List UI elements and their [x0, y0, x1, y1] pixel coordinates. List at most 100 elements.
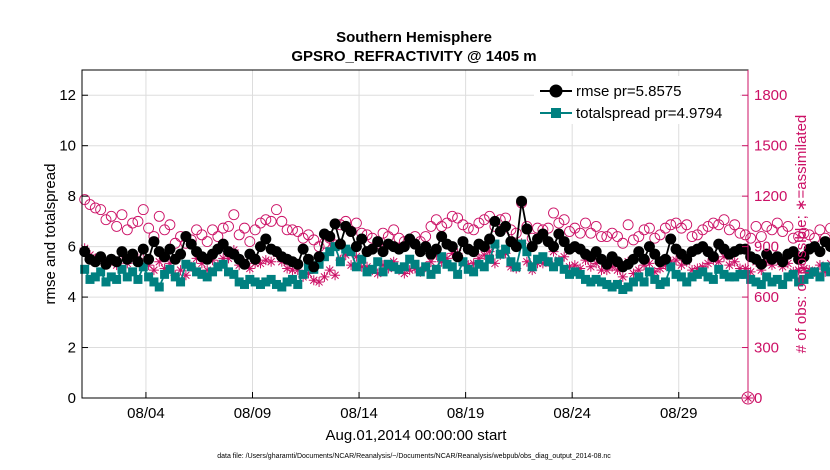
rmse-point	[659, 253, 671, 265]
rmse-point	[548, 241, 560, 253]
obs-possible-point	[750, 220, 762, 232]
obs-assimilated-point	[282, 263, 293, 274]
totalspread-point	[618, 285, 628, 295]
totalspread-point	[442, 259, 452, 269]
obs-possible-point	[297, 232, 309, 244]
totalspread-point	[122, 272, 132, 282]
obs-assimilated-point	[154, 256, 165, 267]
obs-assimilated-point	[164, 258, 175, 269]
totalspread-point	[554, 257, 564, 267]
rmse-point	[707, 251, 719, 263]
totalspread-point	[788, 269, 798, 279]
totalspread-point	[261, 277, 271, 287]
rmse-point	[164, 243, 176, 255]
totalspread-point	[271, 279, 281, 289]
obs-possible-point	[478, 214, 490, 226]
totalspread-point	[176, 277, 186, 287]
totalspread-point	[570, 267, 580, 277]
totalspread-point	[762, 272, 772, 282]
obs-possible-point	[814, 224, 826, 236]
obs-assimilated-point	[569, 260, 580, 271]
totalspread-point	[106, 272, 116, 282]
obs-possible-point	[446, 210, 458, 222]
obs-assimilated-point	[761, 256, 772, 267]
obs-possible-point	[564, 226, 575, 237]
obs-possible-point	[388, 224, 400, 236]
obs-possible-point	[782, 220, 794, 232]
totalspread-point	[671, 269, 681, 279]
totalspread-point	[453, 269, 463, 279]
obs-assimilated-point	[473, 253, 484, 264]
obs-assimilated-point	[687, 265, 698, 276]
obs-possible-point	[244, 236, 256, 248]
rmse-point	[345, 225, 357, 237]
totalspread-point	[128, 267, 138, 277]
totalspread-point	[655, 279, 665, 289]
totalspread-point	[676, 272, 686, 282]
obs-possible-point	[627, 234, 639, 246]
totalspread-point	[447, 262, 457, 272]
totalspread-point	[346, 247, 356, 257]
right-y-tick-label: 600	[754, 289, 779, 306]
totalspread-point	[224, 267, 234, 277]
obs-assimilated-point	[351, 251, 362, 262]
totalspread-point	[735, 269, 745, 279]
right-y-tick-label: 1500	[754, 138, 787, 155]
totalspread-point	[756, 279, 766, 289]
obs-possible-point	[462, 222, 474, 234]
totalspread-point	[810, 267, 820, 277]
obs-possible-point	[84, 199, 96, 211]
chart-subtitle: GPSRO_REFRACTIVITY @ 1405 m	[291, 48, 536, 65]
totalspread-point	[437, 252, 447, 262]
rmse-point	[292, 258, 304, 270]
totalspread-point	[612, 279, 622, 289]
totalspread-point	[469, 267, 479, 277]
obs-assimilated-point	[356, 261, 367, 272]
obs-possible-point	[681, 219, 693, 231]
obs-possible-point	[745, 232, 757, 244]
totalspread-point	[149, 277, 159, 287]
totalspread-point	[730, 272, 740, 282]
totalspread-point	[250, 277, 260, 287]
obs-assimilated-point	[340, 250, 351, 261]
obs-assimilated-point	[521, 256, 532, 267]
totalspread-point	[399, 262, 409, 272]
totalspread-point	[335, 257, 345, 267]
obs-possible-point	[127, 217, 139, 229]
obs-possible-point	[249, 224, 261, 236]
totalspread-point	[293, 279, 303, 289]
obs-possible-point	[473, 217, 485, 229]
obs-assimilated-point	[724, 260, 735, 271]
totalspread-point	[804, 269, 814, 279]
totalspread-point	[826, 267, 830, 277]
totalspread-point	[90, 272, 100, 282]
obs-possible-point	[798, 227, 810, 239]
obs-possible-point	[271, 204, 282, 216]
totalspread-point	[426, 269, 436, 279]
obs-possible-point	[207, 224, 218, 236]
obs-assimilated-point	[820, 266, 830, 277]
rmse-point	[313, 251, 325, 263]
obs-possible-point	[665, 219, 677, 231]
totalspread-point	[474, 259, 484, 269]
totalspread-point	[698, 267, 708, 277]
totalspread-markers	[80, 239, 830, 295]
x-tick-label: 08/04	[127, 405, 165, 422]
totalspread-point	[410, 259, 420, 269]
totalspread-point	[538, 252, 548, 262]
obs-assimilated-point	[148, 265, 159, 276]
totalspread-point	[517, 239, 527, 249]
totalspread-point	[255, 279, 265, 289]
obs-possible-point	[612, 231, 623, 242]
rmse-point	[137, 243, 149, 255]
obs-possible-point	[558, 214, 570, 226]
rmse-point	[148, 236, 160, 248]
totalspread-point	[575, 269, 585, 279]
rmse-point	[297, 243, 309, 255]
rmse-point	[510, 241, 522, 253]
obs-assimilated-point	[628, 268, 639, 279]
obs-possible-point	[255, 217, 266, 229]
obs-possible-point	[153, 210, 165, 222]
obs-assimilated-point	[191, 253, 202, 264]
obs-assimilated-point	[585, 261, 596, 272]
